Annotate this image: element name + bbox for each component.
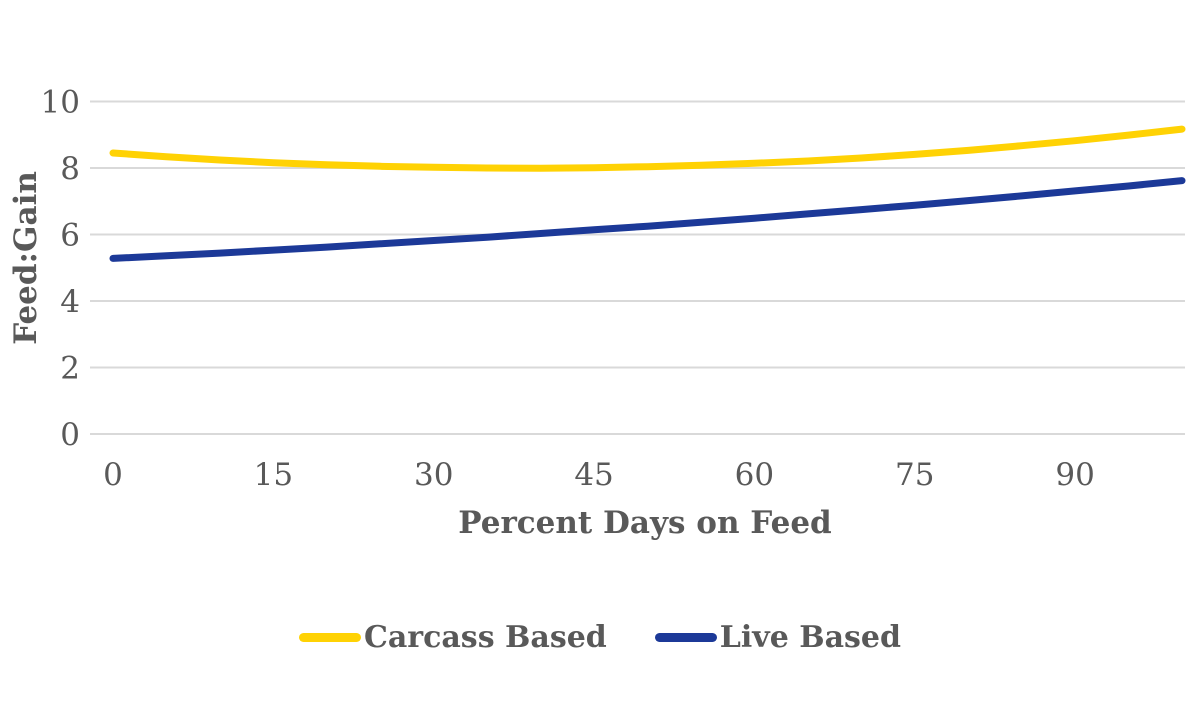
series-lines xyxy=(109,125,1186,262)
gridlines xyxy=(90,100,1185,435)
legend-item-carcass-based: Carcass Based xyxy=(298,620,607,655)
x-tick-label: 15 xyxy=(254,457,293,493)
x-tick-label: 90 xyxy=(1055,457,1094,493)
legend: Carcass Based Live Based xyxy=(0,620,1200,655)
live-based-line-swatch-icon xyxy=(654,633,717,642)
legend-label-carcass-based: Carcass Based xyxy=(363,620,607,655)
y-tick-label: 10 xyxy=(41,85,80,121)
series-line-carcass-based xyxy=(109,125,1186,172)
legend-item-live-based: Live Based xyxy=(654,620,901,655)
x-tick-label: 30 xyxy=(414,457,453,493)
x-axis-title: Percent Days on Feed xyxy=(458,505,831,541)
plot-svg: 0 2 4 6 8 10 0 15 30 45 60 75 90 Percent Days on Fe… xyxy=(8,85,1186,541)
x-tick-label: 0 xyxy=(103,457,123,493)
y-tick-label: 0 xyxy=(60,417,80,453)
feed-gain-line-chart: 0 2 4 6 8 10 0 15 30 45 60 75 90 Percent Days on Fe… xyxy=(0,85,1200,655)
legend-label-live-based: Live Based xyxy=(719,620,901,655)
y-tick-label: 2 xyxy=(60,351,80,387)
carcass-based-line-swatch-icon xyxy=(298,633,361,642)
x-tick-label: 75 xyxy=(895,457,934,493)
x-axis-tick-labels: 0 15 30 45 60 75 90 xyxy=(103,457,1095,493)
x-tick-label: 60 xyxy=(735,457,774,493)
y-axis-title: Feed:Gain xyxy=(8,171,44,345)
x-tick-label: 45 xyxy=(574,457,613,493)
y-tick-label: 4 xyxy=(60,284,80,320)
series-line-live-based xyxy=(109,177,1186,262)
y-tick-label: 6 xyxy=(60,218,80,254)
y-tick-label: 8 xyxy=(60,151,80,187)
y-axis-tick-labels: 0 2 4 6 8 10 xyxy=(41,85,80,454)
